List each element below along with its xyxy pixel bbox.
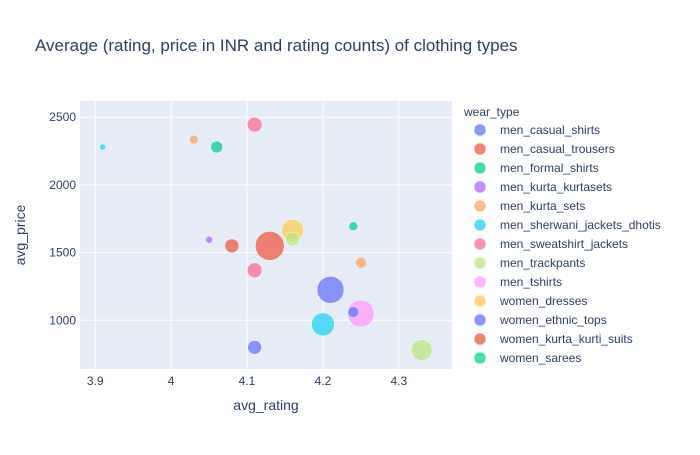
legend-item-men-formal-shirts[interactable]: men_formal_shirts (473, 161, 599, 175)
legend: wear_type men_casual_shirts men_casual_tr… (463, 105, 661, 365)
bubble-women-sarees[interactable] (348, 221, 359, 231)
legend-marker (473, 294, 487, 308)
x-tick-label: 4.1 (239, 374, 256, 388)
legend-label: women_kurta_kurti_suits (499, 332, 633, 346)
legend-item-men-sherwani-jackets-dhotis[interactable]: men_sherwani_jackets_dhotis (473, 218, 661, 232)
legend-item-men-casual-shirts[interactable]: men_casual_shirts (473, 123, 600, 137)
legend-label: men_trackpants (500, 256, 585, 270)
legend-label: men_kurta_kurtasets (500, 180, 612, 194)
legend-label: men_kurta_sets (500, 199, 585, 213)
legend-marker (473, 256, 487, 270)
legend-marker (473, 313, 487, 327)
legend-marker (473, 199, 487, 213)
bubble-men-formal-shirts[interactable] (210, 140, 223, 154)
legend-label: men_casual_shirts (500, 123, 600, 137)
legend-item-women-dresses[interactable]: women_dresses (473, 294, 587, 308)
legend-item-men-trackpants[interactable]: men_trackpants (473, 256, 585, 270)
y-tick-label: 2000 (49, 178, 76, 192)
y-tick-label: 1000 (49, 313, 76, 327)
legend-marker (473, 332, 487, 346)
bubble-men-sweatshirt-jackets[interactable] (246, 116, 263, 133)
y-axis-title: avg_price (12, 204, 28, 265)
x-tick-label: 4.3 (391, 374, 408, 388)
legend-label: women_ethnic_tops (499, 313, 607, 327)
bubble-men-sweatshirt-jackets[interactable] (246, 262, 263, 278)
legend-item-men-kurta-sets[interactable]: men_kurta_sets (473, 199, 585, 213)
bubble-men-kurta-sets[interactable] (189, 134, 199, 145)
legend-label: men_sweatshirt_jackets (500, 237, 628, 251)
legend-item-men-kurta-kurtasets[interactable]: men_kurta_kurtasets (473, 180, 612, 194)
bubble-women-ethnic-tops[interactable] (316, 276, 345, 304)
legend-marker (473, 218, 487, 232)
legend-item-men-tshirts[interactable]: men_tshirts (473, 275, 562, 289)
legend-item-men-casual-trousers[interactable]: men_casual_trousers (473, 142, 615, 156)
legend-marker (473, 275, 487, 289)
x-tick-label: 3.9 (87, 374, 104, 388)
x-tick-label: 4.2 (315, 374, 332, 388)
y-tick-label: 1500 (49, 246, 76, 260)
bubble-men-sherwani-jackets-dhotis[interactable] (99, 143, 107, 151)
legend-marker (473, 123, 487, 137)
legend-label: men_tshirts (500, 275, 562, 289)
chart-title: Average (rating, price in INR and rating… (35, 36, 518, 55)
bubble-men-trackpants[interactable] (410, 339, 433, 361)
legend-label: men_sherwani_jackets_dhotis (500, 218, 661, 232)
legend-title: wear_type (463, 105, 520, 119)
legend-item-women-sarees[interactable]: women_sarees (473, 351, 581, 365)
legend-marker (473, 237, 487, 251)
x-axis-title: avg_rating (233, 397, 298, 413)
bubble-men-casual-shirts[interactable] (247, 340, 262, 355)
bubble-men-kurta-kurtasets[interactable] (205, 235, 213, 244)
legend-item-women-ethnic-tops[interactable]: women_ethnic_tops (473, 313, 607, 327)
legend-marker (473, 180, 487, 194)
y-tick-label: 2500 (49, 110, 76, 124)
x-tick-label: 4 (168, 374, 175, 388)
bubble-women-ethnic-tops[interactable] (347, 306, 360, 318)
bubble-men-trackpants[interactable] (285, 231, 300, 247)
legend-label: men_casual_trousers (500, 142, 615, 156)
bubble-men-sherwani-jackets-dhotis[interactable] (311, 312, 335, 337)
bubble-men-casual-trousers[interactable] (224, 238, 240, 254)
legend-marker (473, 142, 487, 156)
legend-item-women-kurta-kurti-suits[interactable]: women_kurta_kurti_suits (473, 332, 633, 346)
legend-label: women_sarees (499, 351, 581, 365)
bubble-men-kurta-sets[interactable] (355, 256, 367, 269)
bubble-women-kurta-kurti-suits[interactable] (255, 231, 285, 261)
legend-label: women_dresses (499, 294, 587, 308)
legend-item-men-sweatshirt-jackets[interactable]: men_sweatshirt_jackets (473, 237, 628, 251)
legend-marker (473, 351, 487, 365)
legend-marker (473, 161, 487, 175)
legend-label: men_formal_shirts (500, 161, 599, 175)
